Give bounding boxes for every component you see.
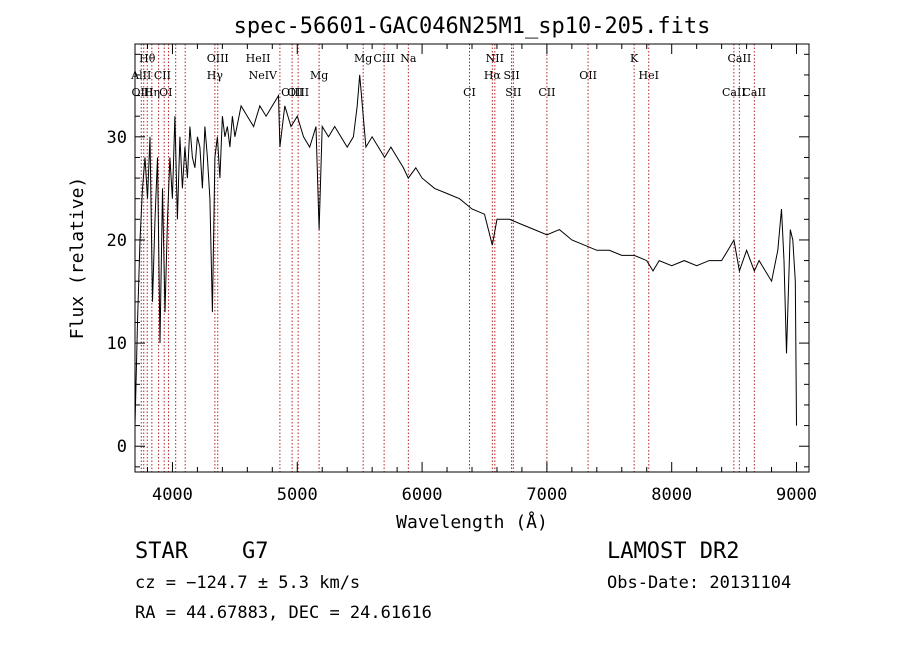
line-id-label: OIII xyxy=(131,86,153,99)
y-axis-label: Flux (relative) xyxy=(67,177,88,340)
survey-name: LAMOST DR2 xyxy=(607,539,740,564)
line-id-label: SII xyxy=(503,69,519,82)
line-id-label: CaII xyxy=(728,52,752,65)
x-axis: 4000 5000 6000 7000 8000 9000 xyxy=(146,44,817,505)
line-id-label: CI xyxy=(463,86,476,99)
line-id-label: CII xyxy=(538,86,555,99)
line-id-label: CaII xyxy=(722,86,746,99)
line-id-label: AlII xyxy=(130,69,151,82)
line-id-label: Hη xyxy=(144,86,160,99)
line-id-label: Hθ xyxy=(139,52,156,65)
line-id-label: NeIV xyxy=(249,69,278,82)
object-class: STAR xyxy=(135,539,188,564)
x-axis-label: Wavelength (Å) xyxy=(396,511,548,533)
line-id-label: NII xyxy=(486,52,504,65)
marker-lines xyxy=(140,44,755,472)
coordinates-text: RA = 44.67883, DEC = 24.61616 xyxy=(135,603,432,623)
line-id-label: OI xyxy=(159,86,172,99)
plot-frame xyxy=(134,43,810,473)
line-id-label: K xyxy=(630,52,639,65)
line-id-label: Mg xyxy=(354,52,372,65)
line-id-label: OII xyxy=(579,69,597,82)
y-tick-label: 0 xyxy=(117,437,127,457)
object-subclass: G7 xyxy=(242,539,269,564)
line-id-label: Mg xyxy=(310,69,328,82)
line-id-label: Hα xyxy=(484,69,502,82)
chart-title: spec-56601-GAC046N25M1_sp10-205.fits xyxy=(234,14,711,39)
x-tick-label: 8000 xyxy=(651,485,692,505)
line-id-label: Na xyxy=(400,52,417,65)
line-id-label: HeI xyxy=(639,69,659,82)
x-tick-label: 6000 xyxy=(402,485,443,505)
line-id-label: CaII xyxy=(742,86,766,99)
line-id-label: CII xyxy=(154,69,171,82)
line-id-label: HeII xyxy=(246,52,271,65)
x-tick-label: 9000 xyxy=(776,485,817,505)
y-tick-label: 30 xyxy=(107,128,127,148)
line-id-label: OIII xyxy=(207,52,229,65)
line-id-label: OIII xyxy=(281,86,303,99)
x-tick-label: 7000 xyxy=(526,485,567,505)
redshift-text: cz = −124.7 ± 5.3 km/s xyxy=(135,573,361,593)
obs-date-text: Obs-Date: 20131104 xyxy=(607,573,792,593)
line-id-label: OIII xyxy=(287,86,309,99)
spectrum-line xyxy=(134,74,797,426)
line-id-label: Hγ xyxy=(207,69,224,82)
line-id-label: CIII xyxy=(373,52,394,65)
y-tick-label: 20 xyxy=(107,231,127,251)
line-id-label: SII xyxy=(505,86,521,99)
y-tick-label: 10 xyxy=(107,334,127,354)
x-tick-label: 4000 xyxy=(152,485,193,505)
y-axis: 0 10 20 30 xyxy=(107,53,809,468)
x-tick-label: 5000 xyxy=(277,485,318,505)
line-id-labels: HθAlIIOIIIHηCIIOIOIIIHγHeIINeIVOIIIOIIIM… xyxy=(130,52,766,99)
